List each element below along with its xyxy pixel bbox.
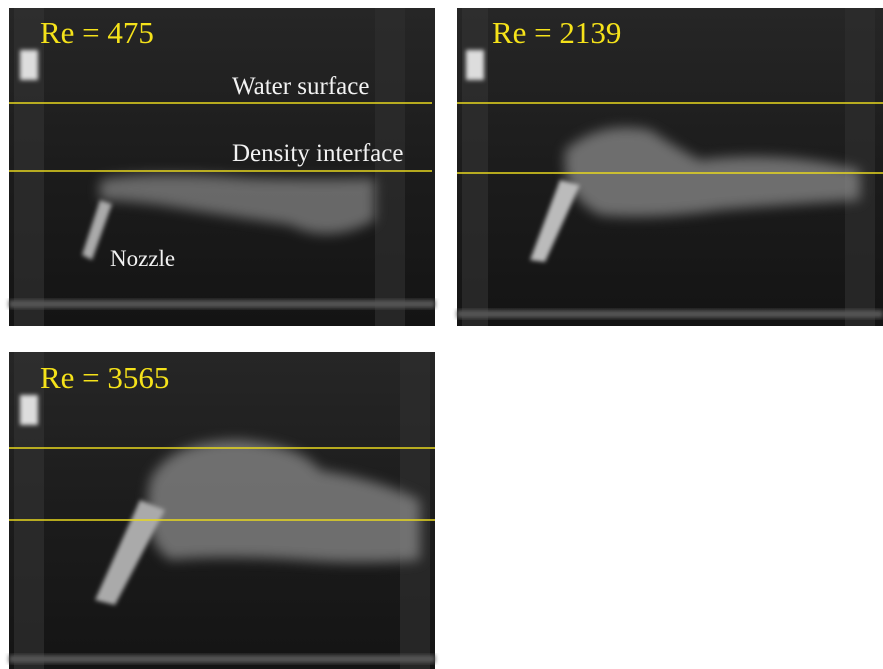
jet — [530, 180, 580, 262]
plume — [147, 440, 420, 563]
panel: Re = 475 Water surface Density interface… — [9, 8, 435, 326]
annotation: Water surface — [232, 73, 369, 100]
annotation: Density interface — [232, 140, 403, 167]
photo — [9, 8, 435, 326]
tank-bottom — [457, 310, 883, 318]
annotation: Nozzle — [110, 246, 175, 271]
tank-bottom — [9, 655, 435, 663]
plume — [100, 174, 375, 234]
panel: Re = 3565 — [9, 352, 435, 669]
jet — [95, 500, 165, 605]
panel: Re = 2139 — [457, 8, 883, 326]
reflection — [20, 395, 38, 425]
tank-bottom — [9, 300, 435, 308]
panel-label: Re = 475 — [40, 15, 154, 50]
plume — [565, 127, 860, 217]
tank-wall — [375, 8, 405, 326]
panel-label: Re = 3565 — [40, 360, 169, 395]
tank-wall — [845, 8, 875, 326]
jet — [82, 200, 112, 260]
reflection — [20, 50, 38, 80]
reflection — [466, 50, 484, 80]
panel-label: Re = 2139 — [492, 15, 621, 50]
